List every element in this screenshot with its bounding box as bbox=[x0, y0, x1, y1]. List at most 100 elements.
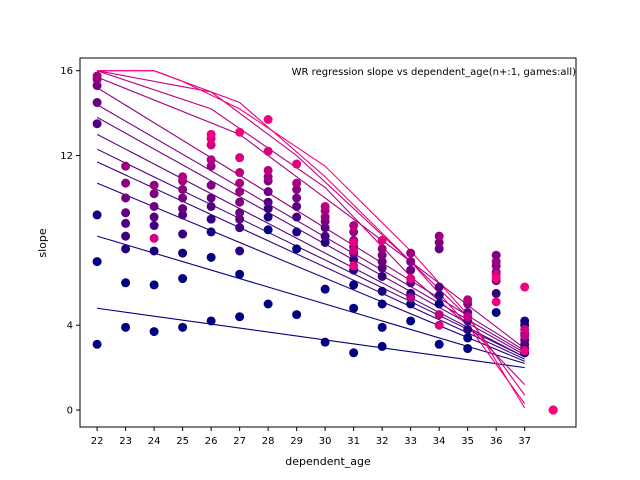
data-point-1 bbox=[92, 257, 102, 267]
data-point-156 bbox=[520, 331, 530, 341]
data-point-93 bbox=[349, 254, 359, 264]
data-point-117 bbox=[406, 257, 416, 267]
data-point-82 bbox=[320, 238, 330, 247]
data-point-69 bbox=[263, 146, 273, 156]
regression-line-4 bbox=[96, 148, 525, 358]
data-point-22 bbox=[149, 212, 159, 222]
data-point-42 bbox=[206, 180, 216, 190]
x-tick-label-22: 22 bbox=[91, 436, 104, 447]
regression-line-8 bbox=[96, 87, 525, 352]
data-point-26 bbox=[178, 322, 188, 332]
data-point-137 bbox=[463, 312, 473, 322]
data-point-76 bbox=[292, 193, 302, 203]
data-point-55 bbox=[235, 187, 245, 197]
data-point-27 bbox=[178, 274, 188, 284]
data-point-60 bbox=[263, 299, 273, 309]
data-point-83 bbox=[320, 231, 330, 241]
data-point-31 bbox=[178, 204, 188, 214]
data-point-123 bbox=[434, 291, 444, 301]
plot-frame bbox=[79, 57, 577, 428]
data-point-81 bbox=[320, 284, 330, 294]
data-point-100 bbox=[349, 238, 359, 247]
data-point-51 bbox=[235, 223, 245, 233]
x-tick-label-27: 27 bbox=[233, 436, 246, 447]
y-tick-label-0: 0 bbox=[67, 406, 73, 417]
data-point-108 bbox=[377, 257, 387, 267]
data-point-17 bbox=[149, 327, 159, 337]
regression-line-2 bbox=[96, 182, 525, 362]
data-point-9 bbox=[121, 278, 131, 288]
data-point-158 bbox=[520, 282, 530, 292]
regression-line-6 bbox=[96, 116, 525, 356]
data-point-63 bbox=[263, 204, 273, 214]
data-point-73 bbox=[292, 227, 302, 237]
data-point-125 bbox=[434, 244, 444, 254]
data-point-62 bbox=[263, 212, 273, 222]
data-point-86 bbox=[320, 212, 330, 222]
data-point-119 bbox=[406, 293, 416, 303]
data-point-14 bbox=[121, 193, 131, 203]
data-point-88 bbox=[320, 201, 330, 211]
data-point-122 bbox=[434, 299, 444, 309]
data-point-45 bbox=[206, 140, 216, 150]
data-point-36 bbox=[206, 316, 216, 326]
data-point-157 bbox=[520, 346, 530, 356]
y-tick-label-12: 12 bbox=[60, 151, 73, 162]
data-point-121 bbox=[434, 339, 444, 349]
data-point-71 bbox=[292, 310, 302, 320]
data-point-52 bbox=[235, 214, 245, 224]
data-point-127 bbox=[434, 231, 444, 241]
data-point-144 bbox=[491, 250, 501, 260]
data-point-25 bbox=[149, 180, 159, 190]
data-point-5 bbox=[92, 81, 102, 91]
data-point-65 bbox=[263, 187, 273, 197]
data-point-23 bbox=[149, 201, 159, 211]
data-point-107 bbox=[377, 263, 387, 273]
x-tick-label-26: 26 bbox=[205, 436, 218, 447]
data-point-61 bbox=[263, 225, 273, 235]
data-point-101 bbox=[349, 261, 359, 271]
regression-line-3 bbox=[96, 161, 525, 360]
data-point-57 bbox=[235, 168, 245, 178]
data-point-143 bbox=[491, 257, 501, 267]
data-point-132 bbox=[463, 324, 473, 334]
data-point-161 bbox=[548, 405, 558, 415]
data-point-64 bbox=[263, 197, 273, 207]
data-point-109 bbox=[377, 250, 387, 260]
data-point-48 bbox=[235, 312, 245, 322]
x-tick-label-37: 37 bbox=[518, 436, 531, 447]
data-point-15 bbox=[121, 178, 131, 188]
data-point-40 bbox=[206, 201, 216, 211]
data-point-30 bbox=[178, 210, 188, 220]
data-point-24 bbox=[149, 189, 159, 199]
data-point-155 bbox=[520, 324, 530, 334]
data-point-90 bbox=[349, 303, 359, 313]
data-point-10 bbox=[121, 244, 131, 254]
data-point-98 bbox=[349, 221, 359, 231]
data-point-18 bbox=[149, 280, 159, 290]
data-point-67 bbox=[263, 172, 273, 182]
x-tick-label-33: 33 bbox=[404, 436, 417, 447]
data-point-35 bbox=[178, 172, 188, 182]
regression-line-1 bbox=[96, 235, 525, 364]
data-point-74 bbox=[292, 212, 302, 222]
data-point-28 bbox=[178, 248, 188, 258]
regression-line-12 bbox=[97, 70, 526, 404]
data-point-16 bbox=[121, 161, 131, 171]
regression-line-7 bbox=[96, 104, 525, 354]
data-point-13 bbox=[121, 208, 131, 218]
data-point-2 bbox=[92, 210, 102, 220]
y-axis-label: slope bbox=[36, 228, 49, 257]
data-point-154 bbox=[520, 316, 530, 326]
data-point-54 bbox=[235, 197, 245, 207]
data-point-8 bbox=[121, 322, 131, 332]
data-point-44 bbox=[206, 155, 216, 165]
data-point-84 bbox=[320, 223, 330, 233]
data-point-89 bbox=[349, 348, 359, 358]
data-point-131 bbox=[463, 333, 473, 343]
data-point-124 bbox=[434, 282, 444, 292]
data-point-3 bbox=[92, 119, 102, 129]
data-point-41 bbox=[206, 193, 216, 203]
data-point-0 bbox=[92, 339, 102, 349]
